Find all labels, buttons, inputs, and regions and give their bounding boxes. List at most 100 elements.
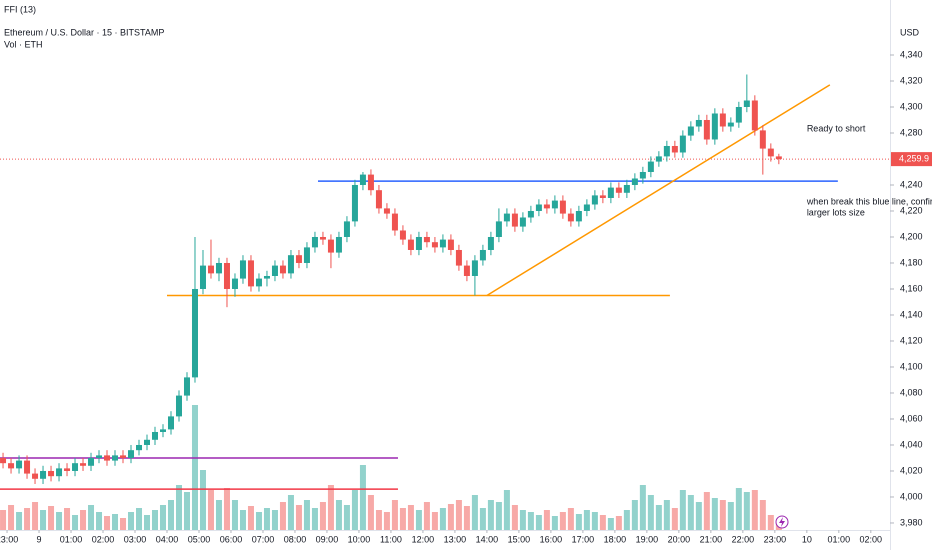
x-tick-label: 9	[37, 534, 42, 544]
y-tick-label: 4,240	[900, 179, 923, 189]
x-tick-label: 15:00	[508, 534, 531, 544]
candle-body	[64, 468, 71, 471]
volume-bar	[311, 508, 318, 530]
candle-body	[551, 200, 558, 209]
volume-bar	[351, 490, 358, 530]
candle-body	[183, 377, 190, 396]
x-tick-label: 10	[802, 534, 812, 544]
volume-bar	[391, 500, 398, 530]
candle-body	[719, 113, 726, 127]
volume-bar	[343, 505, 350, 530]
x-tick-label: 03:00	[124, 534, 147, 544]
indicator-label: FFI (13)	[4, 4, 36, 14]
candle-body	[32, 473, 39, 479]
volume-bar	[679, 490, 686, 530]
volume-bar	[8, 505, 15, 530]
volume-bar	[463, 506, 470, 530]
candle-body	[56, 468, 63, 477]
volume-bar	[223, 488, 230, 530]
volume-bar	[335, 500, 342, 530]
y-tick-label: 4,300	[900, 101, 923, 111]
candle-body	[423, 236, 430, 243]
candle-body	[80, 463, 87, 466]
volume-bar	[327, 485, 334, 530]
volume-bar	[719, 500, 726, 530]
x-tick-label: 17:00	[572, 534, 595, 544]
x-tick-label: 14:00	[476, 534, 499, 544]
x-tick-label: 02:00	[92, 534, 115, 544]
candle-body	[375, 190, 382, 209]
volume-bar	[191, 405, 198, 530]
candle-body	[343, 221, 350, 237]
volume-bar	[479, 508, 486, 530]
candle-body	[479, 249, 486, 261]
y-tick-label: 4,100	[900, 361, 923, 371]
volume-bar	[399, 508, 406, 530]
candle-body	[607, 187, 614, 198]
candle-body	[367, 174, 374, 191]
candle-body	[48, 470, 55, 477]
x-tick-label: 21:00	[700, 534, 723, 544]
candle-body	[271, 265, 278, 276]
candle-body	[495, 221, 502, 237]
y-tick-label: 4,000	[900, 491, 923, 501]
volume-bar	[703, 492, 710, 530]
candle-body	[631, 178, 638, 185]
candle-body	[88, 457, 95, 466]
candle-body	[455, 249, 462, 266]
candle-body	[144, 439, 151, 445]
volume-bar	[271, 510, 278, 530]
volume-bar	[199, 470, 206, 530]
volume-bar	[623, 510, 630, 530]
y-tick-label: 4,060	[900, 413, 923, 423]
x-tick-label: 12:00	[412, 534, 435, 544]
x-tick-label: 09:00	[316, 534, 339, 544]
volume-bar	[575, 514, 582, 530]
volume-bar	[519, 510, 526, 530]
y-tick-label: 4,080	[900, 387, 923, 397]
volume-bar	[711, 498, 718, 530]
y-tick-label: 4,200	[900, 231, 923, 241]
volume-bar	[40, 510, 47, 530]
volume-bar	[120, 518, 127, 530]
y-tick-label: 4,320	[900, 75, 923, 85]
x-tick-label: 06:00	[220, 534, 243, 544]
volume-bar	[24, 508, 31, 530]
x-tick-label: 08:00	[284, 534, 307, 544]
candle-body	[167, 416, 174, 430]
volume-bar	[655, 505, 662, 530]
candle-body	[655, 156, 662, 162]
x-tick-label: 22:00	[732, 534, 755, 544]
volume-bar	[215, 500, 222, 530]
volume-bar	[767, 515, 774, 530]
candle-body	[559, 200, 566, 214]
volume-bar	[447, 504, 454, 530]
volume-bar	[535, 515, 542, 530]
candle-body	[447, 239, 454, 250]
trend-line	[486, 84, 831, 297]
candle-body	[112, 455, 119, 461]
x-tick-label: 04:00	[156, 534, 179, 544]
candle-body	[8, 463, 15, 469]
candle-body	[431, 242, 438, 248]
candle-body	[327, 239, 334, 253]
candle-body	[687, 126, 694, 136]
volume-bar	[159, 505, 166, 530]
volume-bar	[167, 500, 174, 530]
candle-body	[639, 171, 646, 179]
replay-icon	[775, 515, 789, 529]
volume-bar	[303, 500, 310, 530]
candle-body	[711, 113, 718, 140]
candle-body	[279, 265, 286, 274]
x-tick-label: 07:00	[252, 534, 275, 544]
volume-bar	[647, 495, 654, 530]
candle-body	[751, 100, 758, 131]
volume-bar	[0, 510, 7, 530]
candle-body	[215, 262, 222, 274]
volume-bar	[559, 512, 566, 530]
y-tick-label: 4,020	[900, 465, 923, 475]
x-tick-label: 16:00	[540, 534, 563, 544]
volume-bar	[64, 508, 71, 530]
candle-body	[543, 204, 550, 209]
candle-body	[527, 210, 534, 218]
